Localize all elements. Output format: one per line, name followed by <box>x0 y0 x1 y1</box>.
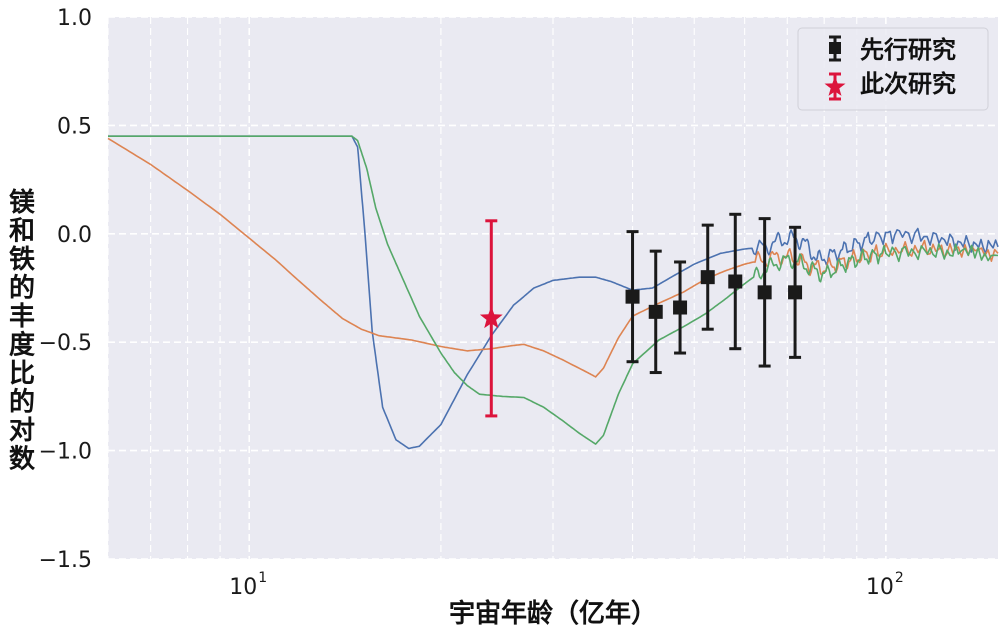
legend-box <box>797 27 989 111</box>
y-tick-label: −1.5 <box>39 548 92 573</box>
x-axis-label: 宇宙年龄（亿年） <box>449 598 657 629</box>
model-lines <box>107 135 999 450</box>
y-axis-label-char: 度 <box>9 329 35 360</box>
previous-study-point <box>673 260 688 355</box>
this-study-point <box>479 219 503 418</box>
y-tick-label: 1.0 <box>57 6 92 31</box>
x-tick-exponent: 1 <box>258 570 267 586</box>
legend-marker-previous <box>829 35 841 62</box>
y-axis-label-char: 铁 <box>9 244 35 275</box>
y-tick-label: −0.5 <box>39 331 92 356</box>
data-points <box>479 212 803 418</box>
y-axis-label-char: 镁 <box>9 188 35 218</box>
previous-study-point <box>625 230 640 364</box>
previous-study-marker <box>728 274 743 289</box>
model-line-orange <box>107 137 999 378</box>
y-axis-label-char: 数 <box>9 444 36 474</box>
x-tick-exponent: 2 <box>895 570 904 586</box>
tick-labels: 1.00.50.0−0.5−1.0−1.510 1 10 2 <box>39 6 904 600</box>
y-axis-label-char: 丰 <box>9 302 35 332</box>
previous-study-point <box>728 212 743 351</box>
y-axis-label-char: 对 <box>9 416 35 446</box>
previous-study-marker <box>625 289 640 304</box>
y-axis-label-char: 比 <box>9 359 35 389</box>
grid <box>107 16 998 560</box>
previous-study-point <box>648 249 663 375</box>
previous-study-point <box>788 225 803 359</box>
x-tick-label: 10 <box>866 575 894 600</box>
legend-star-icon <box>824 76 846 96</box>
y-tick-label: 0.5 <box>57 114 92 139</box>
previous-study-marker <box>700 270 715 285</box>
previous-study-marker <box>673 300 688 315</box>
x-tick-label: 10 <box>229 575 257 600</box>
model-line-blue <box>108 135 999 450</box>
model-line-green <box>108 135 999 445</box>
previous-study-marker <box>648 304 663 319</box>
y-tick-label: 0.0 <box>57 223 92 248</box>
previous-study-point <box>757 217 772 368</box>
previous-study-point <box>700 223 715 331</box>
y-axis-label-char: 和 <box>9 216 35 246</box>
previous-study-marker <box>757 285 772 300</box>
y-axis-label-char: 的 <box>9 272 35 303</box>
y-tick-label: −1.0 <box>39 440 92 465</box>
this-study-star <box>479 306 503 329</box>
legend-label-previous: 先行研究 <box>860 36 956 64</box>
legend: 先行研究 此次研究 <box>797 27 989 111</box>
previous-study-marker <box>788 285 803 300</box>
legend-label-this-study: 此次研究 <box>860 70 956 98</box>
y-axis-label-char: 的 <box>9 386 35 417</box>
legend-marker-this-study <box>824 72 846 101</box>
